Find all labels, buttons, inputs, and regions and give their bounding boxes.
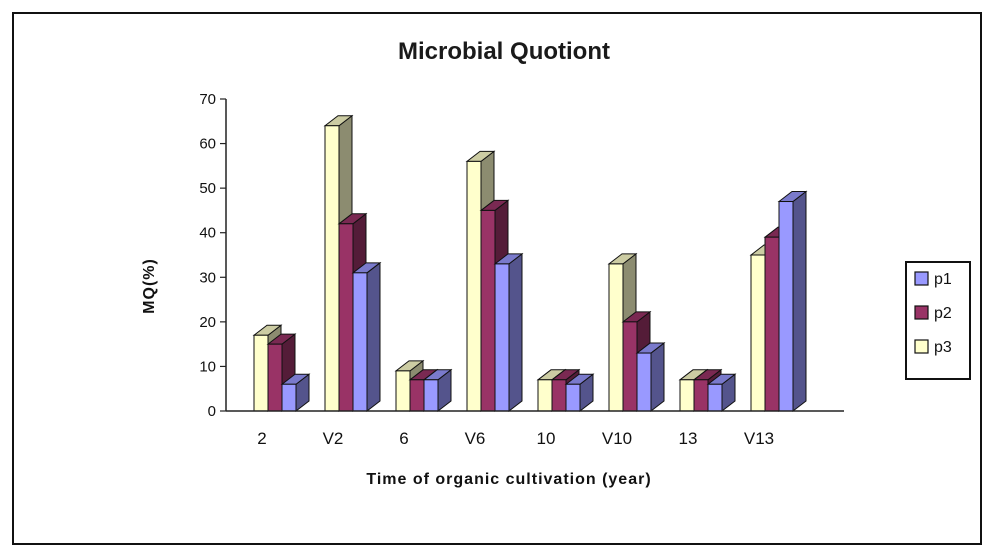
- legend-item-p3: p3: [914, 339, 952, 356]
- x-tick-label: 10: [537, 429, 556, 448]
- bar-group-6: [394, 359, 453, 413]
- x-tick-label: V13: [744, 429, 774, 448]
- bar-group-V13: [749, 190, 808, 413]
- bar-group-V2: [323, 114, 382, 413]
- legend-label: p1: [934, 271, 952, 288]
- y-axis: 0 10 20 30 40 50 60 70: [199, 91, 227, 420]
- bar-p1-10: [564, 373, 595, 413]
- legend-swatch: [914, 339, 929, 354]
- bar-group-13: [678, 368, 737, 413]
- y-tick-label: 70: [199, 91, 216, 108]
- x-tick-label: 6: [399, 429, 408, 448]
- x-tick-label: V10: [602, 429, 632, 448]
- legend: p1 p2 p3: [905, 261, 971, 380]
- bar-p1-6: [422, 368, 453, 413]
- chart-frame: Microbial Quotiont 0 10 20 30 40 50 60 70 2 V2 6 V…: [12, 12, 982, 545]
- y-tick-label: 30: [199, 269, 216, 286]
- bar-group-V10: [607, 252, 666, 413]
- x-tick-label: V6: [465, 429, 486, 448]
- chart-title: Microbial Quotiont: [398, 38, 610, 65]
- bars-group: [252, 114, 808, 413]
- x-tick-label: 13: [679, 429, 698, 448]
- y-tick-label: 50: [199, 180, 216, 197]
- y-tick-label: 0: [208, 403, 216, 420]
- legend-swatch: [914, 305, 929, 320]
- bar-p1-V6: [493, 252, 524, 413]
- bar-chart: Microbial Quotiont 0 10 20 30 40 50 60 70 2 V2 6 V…: [141, 38, 971, 488]
- bar-p1-V2: [351, 261, 382, 413]
- bar-p1-V13: [777, 190, 808, 413]
- bar-group-10: [536, 368, 595, 413]
- legend-label: p2: [934, 305, 952, 322]
- x-tick-label: 2: [257, 429, 266, 448]
- bar-group-V6: [465, 150, 524, 413]
- bar-p1-13: [706, 373, 737, 413]
- x-tick-label: V2: [323, 429, 344, 448]
- y-tick-label: 20: [199, 314, 216, 331]
- bar-p1-V10: [635, 342, 666, 413]
- bar-group-2: [252, 324, 311, 413]
- y-axis-label: MQ(%): [141, 258, 158, 314]
- legend-swatch: [914, 271, 929, 286]
- bar-p1-2: [280, 373, 311, 413]
- legend-item-p2: p2: [914, 305, 952, 322]
- y-tick-label: 10: [199, 358, 216, 375]
- y-tick-label: 40: [199, 225, 216, 242]
- x-axis-label: Time of organic cultivation (year): [366, 471, 651, 488]
- y-tick-label: 60: [199, 136, 216, 153]
- legend-label: p3: [934, 339, 952, 356]
- x-axis: 2 V2 6 V6 10 V10 13 V13: [226, 410, 844, 448]
- legend-item-p1: p1: [914, 271, 952, 288]
